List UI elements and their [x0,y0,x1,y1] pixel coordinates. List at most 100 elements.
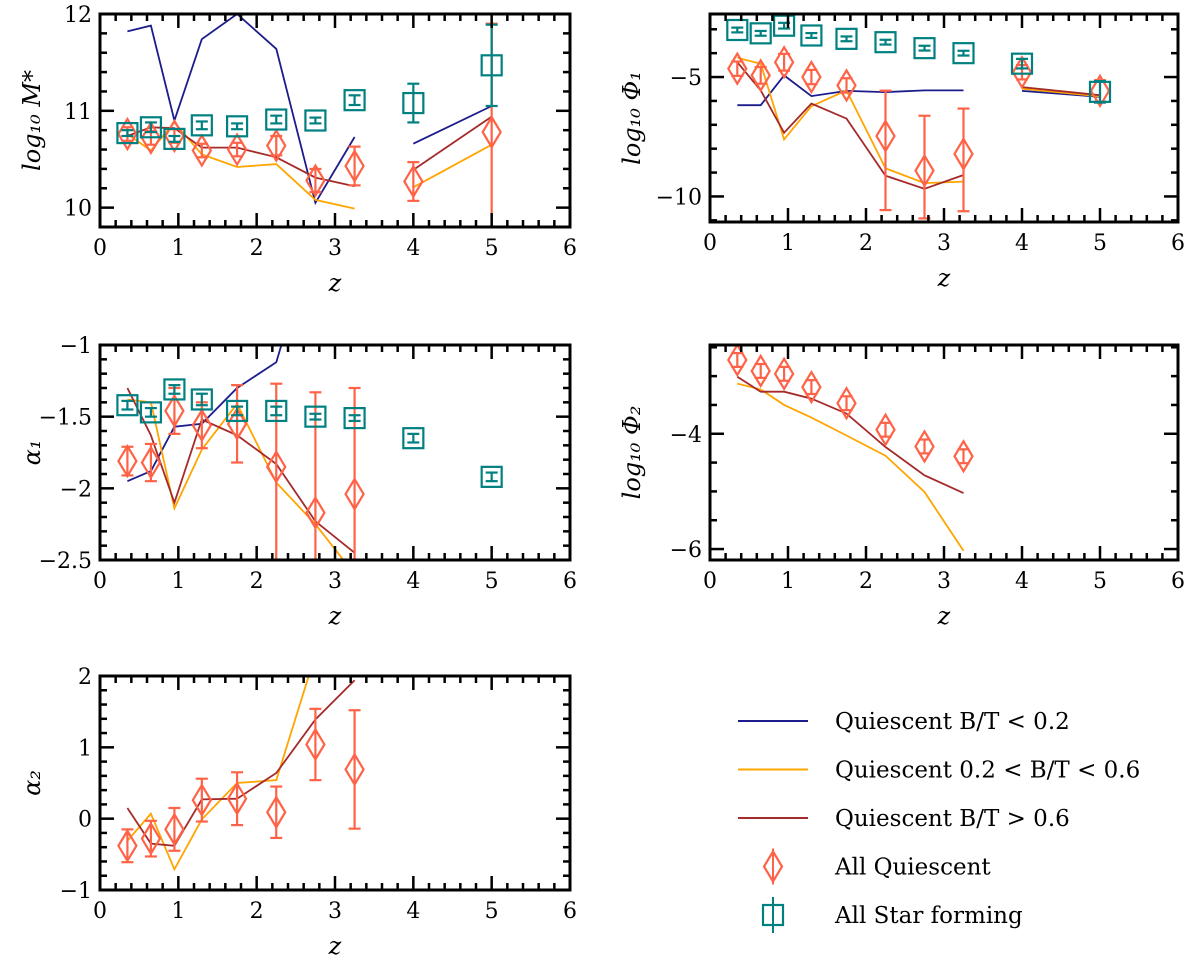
marker-diamond [344,752,365,787]
marker-diamond [875,118,896,154]
x-tick-label: 0 [93,236,107,261]
marker-diamond [1011,55,1033,90]
x-tick-label: 3 [937,231,951,256]
data-point-all_sf [835,27,858,50]
x-tick-label: 4 [1015,569,1029,594]
data-point-all_q [344,709,365,830]
x-tick-label: 6 [563,899,577,924]
data-point-all_q [305,707,326,782]
data-point-all_sf [772,14,796,37]
marker-diamond [265,128,287,163]
axes-frame [708,343,1180,562]
y-tick-label: −2 [60,477,92,502]
marker-square [874,31,897,54]
marker-diamond [191,408,213,443]
marker-diamond [836,68,857,103]
marker-square [304,109,327,132]
legend-label: Quiescent 0.2 < B/T < 0.6 [835,758,1140,784]
marker-square [913,37,936,60]
data-point-all_q [140,819,162,858]
data-point-all_sf [800,24,823,47]
y-tick-label: −1 [60,879,92,904]
legend-marker-diamond [762,849,784,884]
y-axis-label: α₁ [18,440,46,466]
marker-diamond [305,163,326,198]
data-point-all_sf [402,82,425,124]
data-point-all_sf [480,23,503,108]
marker-diamond [226,132,248,167]
x-tick-label: 5 [485,899,499,924]
data-point-all_q [191,777,213,823]
x-tick-label: 3 [328,569,342,594]
marker-diamond [836,386,857,421]
data-point-all_sf [1010,52,1034,75]
marker-square [835,27,858,50]
marker-diamond [914,429,935,464]
y-tick-label: −5 [670,66,702,91]
series-line-q_bt_high [126,387,356,554]
marker-diamond [117,828,138,863]
data-point-all_q [344,145,365,187]
legend: Quiescent B/T < 0.2 Quiescent 0.2 < B/T <… [738,709,1140,933]
marker-square [190,388,213,411]
series-line-q_bt_high [736,375,964,494]
x-tick-label: 4 [406,569,420,594]
marker-diamond [265,449,287,484]
data-point-all_q [727,51,748,86]
axes-frame [98,343,572,562]
x-tick-label: 3 [937,569,951,594]
marker-square [343,89,366,112]
legend-label: All Quiescent [834,855,991,881]
marker-diamond [140,445,162,480]
data-point-all_sf [304,109,327,132]
y-tick-label: −2.5 [39,549,92,574]
data-point-all_q [773,45,795,80]
marker-diamond [750,353,771,389]
marker-diamond [801,59,822,95]
series-line-q_bt_mid [737,56,1101,185]
marker-square [952,42,975,65]
marker-diamond [773,45,795,80]
marker-square [116,121,139,145]
marker-square [116,394,139,417]
y-tick-label: 10 [64,197,92,222]
marker-diamond [1089,73,1111,109]
x-tick-label: 6 [1171,231,1185,256]
marker-square [1088,80,1112,103]
x-axis-label: z [937,602,951,630]
data-point-all_q [305,163,326,198]
marker-diamond [344,476,365,512]
data-point-all_q [117,828,138,864]
x-tick-label: 0 [703,569,717,594]
marker-square [480,465,503,488]
legend-entry-all_sf: All Star forming [761,897,1023,933]
marker-square [265,108,288,131]
data-point-all_q [265,785,287,840]
x-tick-label: 0 [93,569,107,594]
x-tick-label: 6 [1171,569,1185,594]
data-point-all_sf [343,89,366,112]
x-tick-label: 4 [1015,231,1029,256]
y-axis-label: log₁₀ Φ₁ [618,71,646,165]
marker-square [139,401,163,424]
marker-square [800,24,823,47]
data-point-all_q [914,114,935,220]
data-point-all_q [344,386,365,560]
data-point-all_q [727,345,748,378]
x-tick-label: 1 [171,899,185,924]
data-point-all_q [801,369,822,405]
data-point-all_sf [952,42,975,65]
x-axis-label: z [328,269,342,297]
data-point-all_sf [1088,80,1112,104]
series-line-q_bt_high [126,679,356,847]
x-tick-label: 5 [485,569,499,594]
data-point-all_q [140,442,162,483]
data-point-all_q [750,353,771,389]
data-point-all_sf [402,427,425,450]
data-point-all_q [305,391,326,560]
x-tick-label: 6 [563,236,577,261]
axes-frame [708,12,1180,224]
marker-diamond [164,812,185,847]
data-point-all_q [875,412,896,447]
